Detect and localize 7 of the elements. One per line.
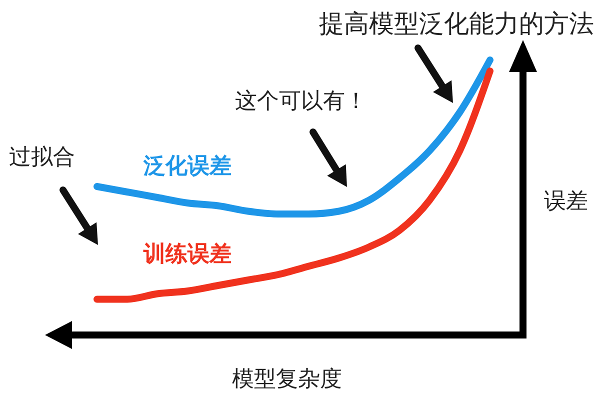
chart-title: 提高模型泛化能力的方法 — [319, 9, 594, 38]
series-label: 训练误差 — [142, 242, 232, 267]
series-label: 泛化误差 — [142, 154, 232, 179]
x-axis-title: 模型复杂度 — [232, 367, 342, 392]
annotation: 这个可以有！ — [235, 89, 367, 114]
y-axis-title: 误差 — [544, 189, 588, 214]
annotation: 过拟合 — [9, 145, 75, 170]
